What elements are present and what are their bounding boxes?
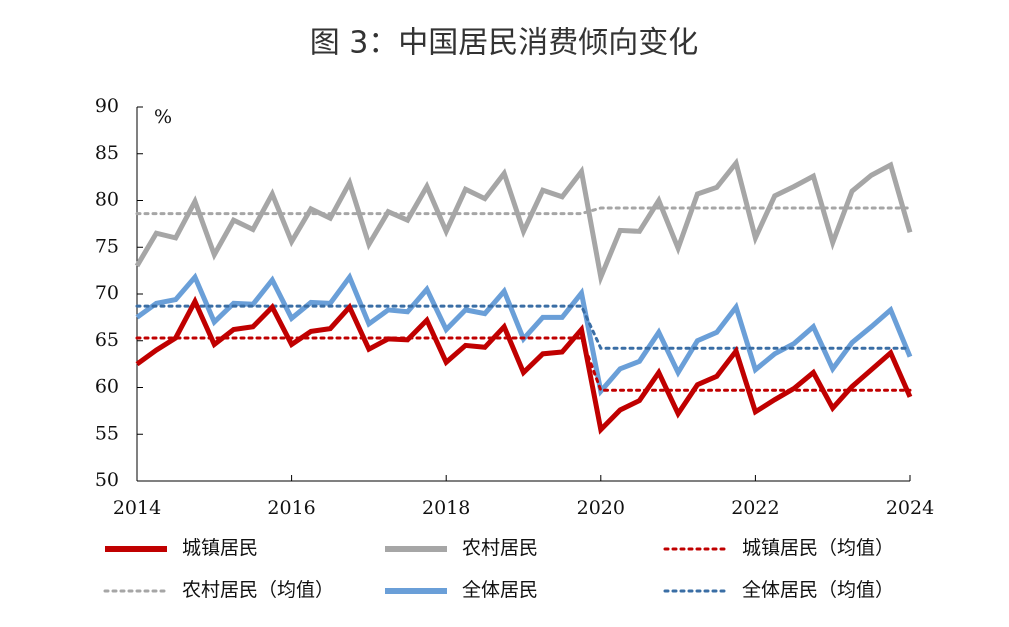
y-tick-label: 60 [95,376,119,398]
series-line [135,206,912,216]
series-line [135,304,912,350]
series-line [134,157,913,286]
legend-label: 全体居民 [462,579,538,601]
legend-label: 城镇居民（均值） [742,537,894,559]
series-line [135,336,912,392]
legend-label: 农村居民 [462,537,538,559]
y-tick-label: 75 [95,235,119,257]
x-tick-label: 2018 [422,497,470,519]
x-tick-label: 2016 [267,497,315,519]
y-tick-label: 50 [95,469,119,491]
y-tick-label: 80 [95,189,119,211]
legend-label: 农村居民（均值） [182,579,334,601]
y-axis-unit: % [154,106,172,128]
x-tick-label: 2020 [577,497,625,519]
y-tick-label: 90 [95,95,119,117]
legend-label: 城镇居民 [182,537,258,559]
series-line [135,295,913,435]
y-tick-label: 65 [95,329,119,351]
chart-title: 图 3：中国居民消费倾向变化 [310,26,699,61]
x-tick-label: 2024 [886,497,934,519]
legend-label: 全体居民（均值） [742,579,894,601]
x-tick-label: 2022 [731,497,779,519]
y-tick-label: 55 [95,422,119,444]
y-tick-label: 70 [95,282,119,304]
x-tick-label: 2014 [113,497,161,519]
y-tick-label: 85 [95,142,119,164]
